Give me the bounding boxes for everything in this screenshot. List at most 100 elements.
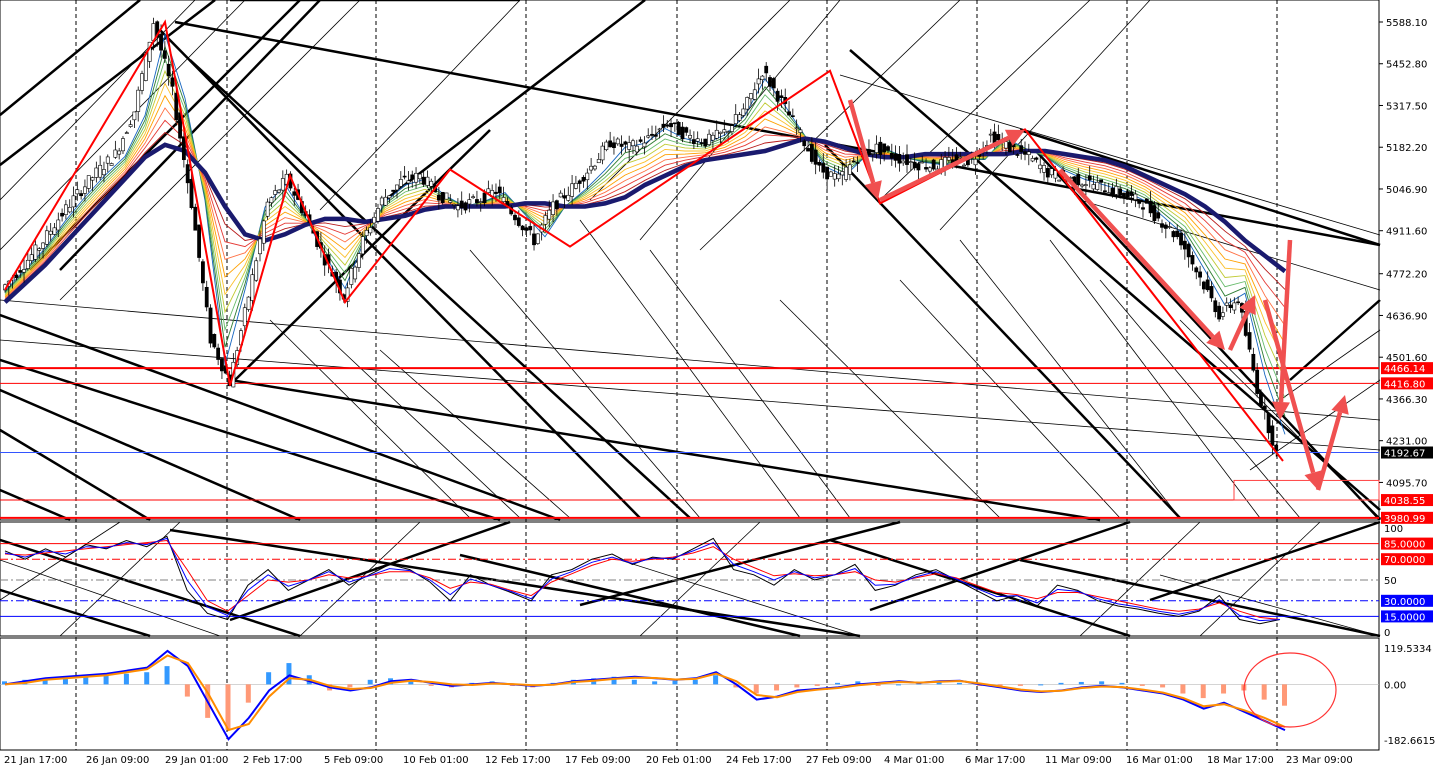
candle-body (406, 180, 411, 184)
price-tick-label: 5452.80 (1386, 60, 1427, 71)
trendline (384, 0, 646, 201)
candle-body (699, 142, 704, 144)
candle-body (931, 159, 936, 170)
candle-body (170, 77, 175, 87)
candle-body (201, 261, 205, 284)
candle-body (958, 156, 963, 159)
candle-body (882, 143, 887, 153)
level-tag (1381, 494, 1433, 507)
candle-body (197, 224, 202, 258)
candle-body (1194, 267, 1199, 273)
macd-bar (245, 684, 251, 703)
trendline-thin (649, 249, 851, 519)
horizontal-levels (0, 367, 1380, 519)
candle-body (996, 134, 1001, 141)
candle-body (672, 122, 677, 125)
candle-body (444, 192, 449, 200)
candle-body (646, 135, 651, 138)
candle-body (1213, 300, 1218, 313)
candle-body (1186, 243, 1191, 258)
candle-body (1221, 312, 1225, 317)
candle-body (1160, 223, 1164, 228)
candle-body (436, 194, 441, 201)
time-tick-label: 20 Feb 01:00 (646, 755, 712, 766)
candle-body (722, 129, 727, 133)
trendline (1034, 149, 1381, 521)
macd-bar (123, 673, 129, 685)
time-tick-label: 18 Mar 17:00 (1207, 755, 1274, 766)
time-tick-label: 10 Feb 01:00 (403, 755, 469, 766)
candle-body (642, 142, 647, 148)
arrow-shaft (1315, 411, 1343, 491)
candle-body (821, 163, 826, 173)
candle-body (459, 200, 464, 209)
trendline (0, 428, 151, 522)
candle-body (1262, 405, 1267, 410)
candle-body (128, 124, 133, 127)
arrow (1227, 295, 1256, 351)
stoch-line (4, 539, 1281, 620)
candle-body (615, 138, 620, 145)
candle-body (566, 194, 571, 201)
candle-body (349, 268, 354, 285)
candle-body (889, 153, 894, 159)
candle-body (528, 226, 533, 231)
macd-bar (631, 679, 637, 685)
price-tick-label: 5317.50 (1386, 101, 1427, 112)
arrow (1315, 395, 1349, 491)
trendline (579, 520, 901, 607)
candle-body (395, 184, 399, 191)
macd-bar (1261, 684, 1267, 700)
arrow-shaft (1227, 310, 1250, 351)
candle-body (832, 173, 837, 180)
candle-body (48, 230, 53, 235)
candle-body (67, 207, 72, 213)
trendline-thin (619, 559, 861, 637)
price-tick-label: 4095.70 (1386, 478, 1427, 489)
candle-body (109, 163, 114, 166)
ribbon-line (4, 107, 1286, 326)
candle-body (1129, 191, 1134, 196)
candle-body (1190, 255, 1195, 265)
macd-bar (1282, 684, 1287, 706)
candle-body (532, 233, 536, 246)
price-axis: 5588.10 5452.80 5317.50 5182.20 5046.90 4911.… (1379, 18, 1433, 525)
candle-body (277, 189, 281, 193)
candle-body (387, 195, 392, 199)
time-tick-label: 12 Feb 17:00 (485, 755, 551, 766)
candle-body (1057, 179, 1062, 182)
candle-body (56, 219, 61, 231)
candle-body (558, 192, 563, 198)
candle-body (543, 215, 548, 225)
candle-body (124, 132, 129, 134)
candle-body (429, 180, 434, 187)
time-tick-label: 6 Mar 17:00 (965, 755, 1025, 766)
trendline (824, 144, 1181, 519)
trendline-thin (0, 339, 1381, 451)
macd-bar (956, 682, 962, 685)
candle-body (383, 196, 388, 206)
candle-body (1106, 192, 1111, 195)
trendline-thin (59, 0, 361, 301)
level-tag-label: 4466.14 (1384, 364, 1425, 375)
candle-body (494, 191, 498, 194)
stoch-tick-label: 100 (1384, 524, 1403, 535)
drawn-arrows[interactable] (847, 99, 1349, 491)
candle-body (897, 154, 902, 164)
price-tick-label: 5046.90 (1386, 185, 1427, 196)
candle-body (600, 145, 605, 161)
trendline-thin (589, 0, 791, 201)
candle-body (851, 160, 856, 163)
trendline-thin (0, 521, 121, 601)
candle-body (155, 21, 160, 38)
candle-body (79, 193, 84, 197)
candle-body (1232, 302, 1237, 311)
ribbon-line (4, 119, 1286, 308)
macd-tick-label: 119.5334 (1384, 644, 1432, 655)
macd-bar (428, 684, 434, 686)
trendline-thin (699, 0, 961, 251)
trendline (0, 488, 71, 522)
candle-body (475, 199, 479, 204)
